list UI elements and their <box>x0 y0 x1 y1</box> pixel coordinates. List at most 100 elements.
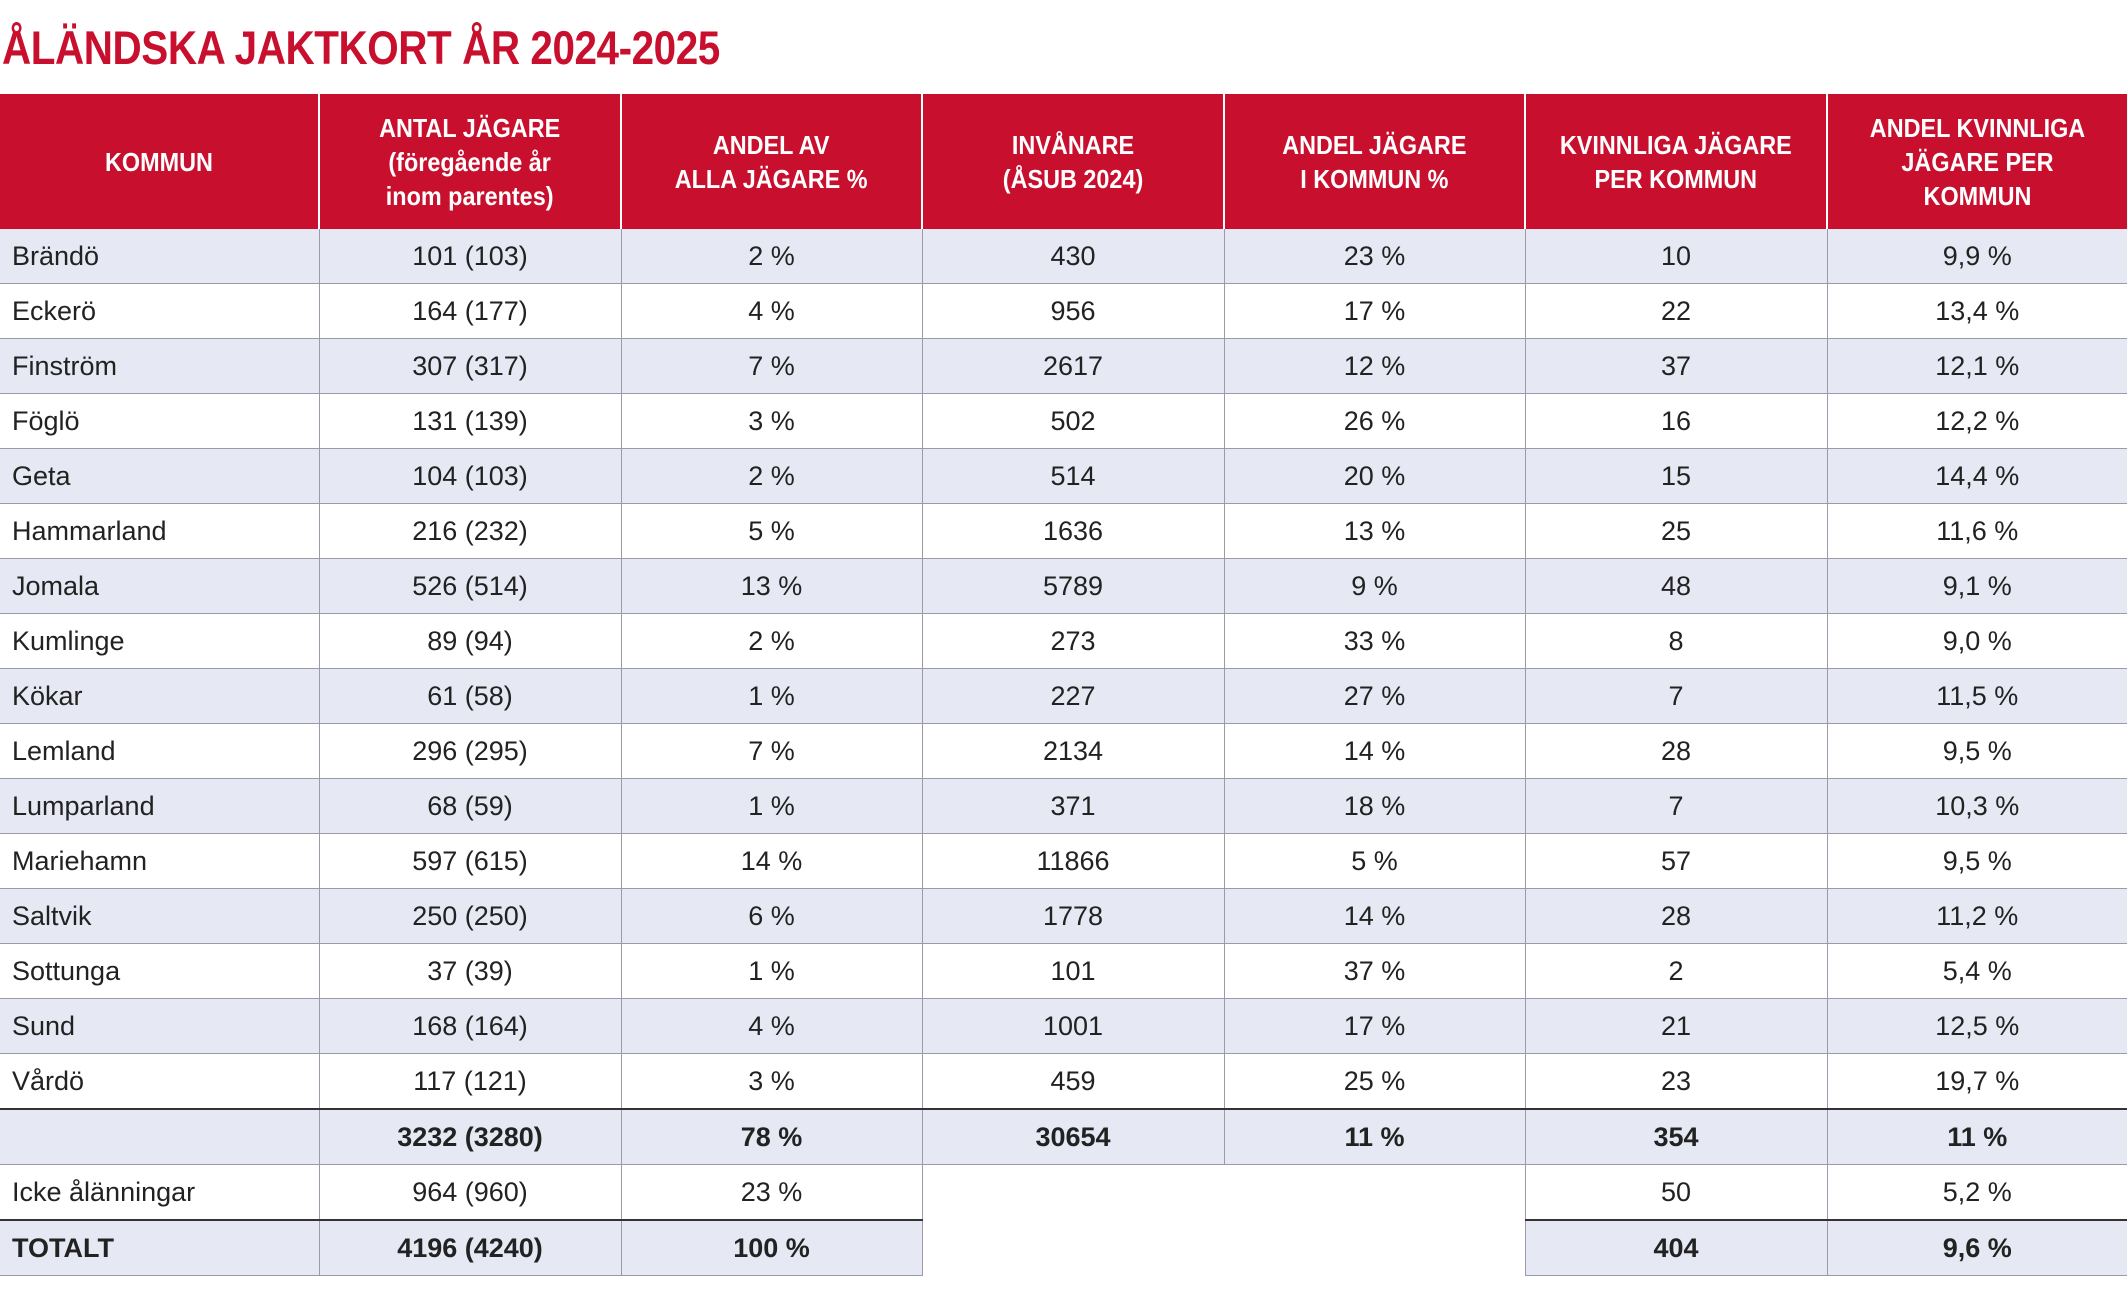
cell-antal-jagare: 104 (103) <box>318 448 621 504</box>
cell-andel-kvinnliga: 10,3 % <box>1826 778 2127 834</box>
table-header-row: KOMMUN ANTAL JÄGARE (föregående år inom par… <box>0 94 2127 229</box>
cell-andel-kvinnliga: 9,5 % <box>1826 833 2127 889</box>
cell-andel-kvinnliga: 5,4 % <box>1826 943 2127 999</box>
sum-cell-antal-jagare: 3232 (3280) <box>318 1108 621 1165</box>
total-women-share: 9,6 % <box>1826 1219 2127 1276</box>
cell-andel-kommun: 5 % <box>1223 833 1525 889</box>
table-row: Lumparland 68 (59) 1 % 371 18 % 7 10,3 % <box>0 778 2127 834</box>
cell-andel-kvinnliga: 11,6 % <box>1826 503 2127 559</box>
cell-andel-alla: 2 % <box>620 613 922 669</box>
cell-kvinnliga: 7 <box>1524 778 1827 834</box>
cell-antal-jagare: 101 (103) <box>318 229 621 284</box>
sum-cell-andel-kommun: 11 % <box>1223 1108 1525 1165</box>
table-row: Finström 307 (317) 7 % 2617 12 % 37 12,1 % <box>0 338 2127 394</box>
header-kommun: KOMMUN <box>0 94 320 229</box>
cell-andel-kvinnliga: 9,5 % <box>1826 723 2127 779</box>
header-andel-alla: ANDEL AV ALLA JÄGARE % <box>620 94 923 229</box>
cell-andel-alla: 1 % <box>620 943 922 999</box>
cell-invanare: 459 <box>921 1053 1224 1110</box>
cell-kvinnliga: 22 <box>1524 283 1827 339</box>
table-row: Brändö 101 (103) 2 % 430 23 % 10 9,9 % <box>0 229 2127 284</box>
cell-invanare: 1778 <box>921 888 1224 944</box>
header-invanare: INVÅNARE (ÅSUB 2024) <box>921 94 1225 229</box>
table-row: Geta 104 (103) 2 % 514 20 % 15 14,4 % <box>0 448 2127 504</box>
total-women: 404 <box>1524 1219 1827 1276</box>
total-empty-andel <box>1224 1220 1525 1276</box>
cell-invanare: 1001 <box>921 998 1224 1054</box>
cell-kvinnliga: 57 <box>1524 833 1827 889</box>
cell-kvinnliga: 23 <box>1524 1053 1827 1110</box>
cell-antal-jagare: 168 (164) <box>318 998 621 1054</box>
cell-andel-alla: 2 % <box>620 448 922 504</box>
cell-kommun: Jomala <box>0 558 319 614</box>
cell-andel-kommun: 37 % <box>1223 943 1525 999</box>
cell-andel-kommun: 9 % <box>1223 558 1525 614</box>
cell-andel-alla: 1 % <box>620 668 922 724</box>
table-row: Hammarland 216 (232) 5 % 1636 13 % 25 11,6 % <box>0 503 2127 559</box>
total-label: TOTALT <box>0 1219 319 1276</box>
cell-invanare: 514 <box>921 448 1224 504</box>
cell-andel-alla: 4 % <box>620 998 922 1054</box>
cell-kommun: Lumparland <box>0 778 319 834</box>
cell-kvinnliga: 28 <box>1524 723 1827 779</box>
cell-antal-jagare: 307 (317) <box>318 338 621 394</box>
cell-andel-kommun: 27 % <box>1223 668 1525 724</box>
sum-cell-andel-alla: 78 % <box>620 1108 922 1165</box>
cell-andel-kommun: 17 % <box>1223 998 1525 1054</box>
cell-andel-alla: 2 % <box>620 229 922 284</box>
cell-kvinnliga: 21 <box>1524 998 1827 1054</box>
cell-antal-jagare: 117 (121) <box>318 1053 621 1110</box>
cell-andel-alla: 4 % <box>620 283 922 339</box>
table-row: Sottunga 37 (39) 1 % 101 37 % 2 5,4 % <box>0 943 2127 999</box>
cell-andel-kommun: 17 % <box>1223 283 1525 339</box>
cell-kvinnliga: 15 <box>1524 448 1827 504</box>
cell-andel-kvinnliga: 9,0 % <box>1826 613 2127 669</box>
cell-andel-alla: 3 % <box>620 1053 922 1110</box>
cell-andel-alla: 7 % <box>620 723 922 779</box>
cell-antal-jagare: 216 (232) <box>318 503 621 559</box>
nonresident-label: Icke ålänningar <box>0 1164 319 1221</box>
cell-kommun: Hammarland <box>0 503 319 559</box>
cell-antal-jagare: 61 (58) <box>318 668 621 724</box>
cell-kommun: Lemland <box>0 723 319 779</box>
cell-andel-kommun: 25 % <box>1223 1053 1525 1110</box>
cell-andel-kommun: 12 % <box>1223 338 1525 394</box>
nonresident-row: Icke ålänningar 964 (960) 23 % 50 5,2 % <box>0 1164 2127 1221</box>
table-row: Kökar 61 (58) 1 % 227 27 % 7 11,5 % <box>0 668 2127 724</box>
cell-kvinnliga: 8 <box>1524 613 1827 669</box>
cell-kvinnliga: 28 <box>1524 888 1827 944</box>
cell-andel-kommun: 20 % <box>1223 448 1525 504</box>
hunting-license-table: KOMMUN ANTAL JÄGARE (föregående år inom par… <box>0 94 2127 1276</box>
cell-kvinnliga: 16 <box>1524 393 1827 449</box>
cell-andel-kvinnliga: 9,9 % <box>1826 229 2127 284</box>
cell-andel-kvinnliga: 12,1 % <box>1826 338 2127 394</box>
cell-antal-jagare: 296 (295) <box>318 723 621 779</box>
cell-andel-kvinnliga: 12,2 % <box>1826 393 2127 449</box>
cell-antal-jagare: 89 (94) <box>318 613 621 669</box>
cell-kvinnliga: 37 <box>1524 338 1827 394</box>
table-row: Kumlinge 89 (94) 2 % 273 33 % 8 9,0 % <box>0 613 2127 669</box>
cell-antal-jagare: 37 (39) <box>318 943 621 999</box>
cell-invanare: 2617 <box>921 338 1224 394</box>
cell-andel-alla: 5 % <box>620 503 922 559</box>
nonresident-women-share: 5,2 % <box>1826 1164 2127 1221</box>
cell-invanare: 956 <box>921 283 1224 339</box>
cell-andel-kvinnliga: 9,1 % <box>1826 558 2127 614</box>
cell-andel-alla: 13 % <box>620 558 922 614</box>
cell-antal-jagare: 164 (177) <box>318 283 621 339</box>
cell-kommun: Föglö <box>0 393 319 449</box>
cell-andel-alla: 1 % <box>620 778 922 834</box>
cell-invanare: 1636 <box>921 503 1224 559</box>
header-antal-jagare: ANTAL JÄGARE (föregående år inom parentes) <box>318 94 622 229</box>
cell-andel-alla: 6 % <box>620 888 922 944</box>
cell-invanare: 227 <box>921 668 1224 724</box>
cell-invanare: 11866 <box>921 833 1224 889</box>
sum-cell-invanare: 30654 <box>921 1108 1224 1165</box>
cell-kommun: Geta <box>0 448 319 504</box>
nonresident-women: 50 <box>1524 1164 1827 1221</box>
cell-kommun: Kökar <box>0 668 319 724</box>
cell-antal-jagare: 250 (250) <box>318 888 621 944</box>
cell-invanare: 101 <box>921 943 1224 999</box>
cell-antal-jagare: 597 (615) <box>318 833 621 889</box>
cell-kommun: Finström <box>0 338 319 394</box>
